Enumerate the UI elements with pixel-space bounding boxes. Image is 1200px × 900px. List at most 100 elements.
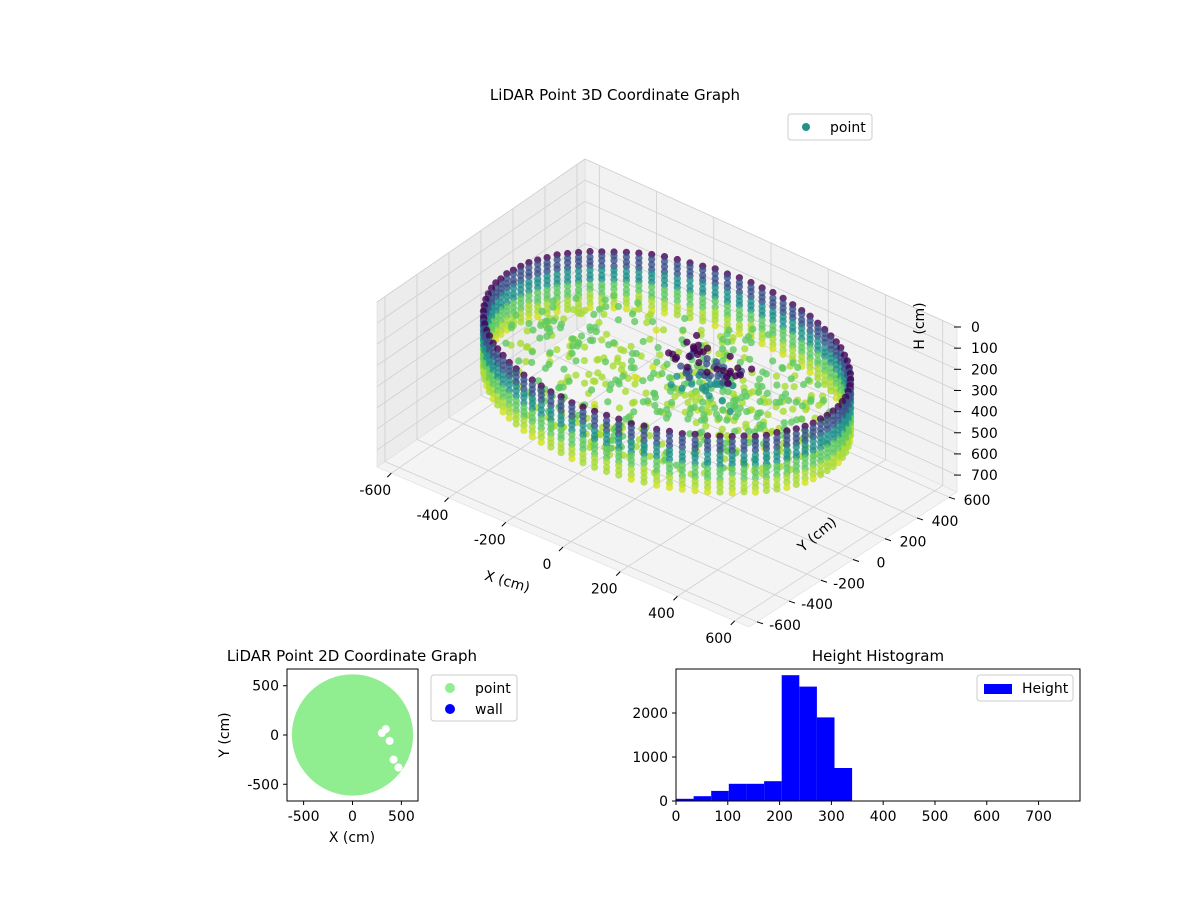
data-point [596, 305, 604, 313]
z-tick-label: 0 [971, 320, 980, 336]
data-point [673, 265, 681, 273]
grid-line [376, 200, 586, 345]
data-point [699, 289, 707, 297]
data-point [827, 387, 835, 395]
data-point [635, 268, 643, 276]
data-point [755, 375, 764, 383]
data-point [728, 447, 736, 455]
data-point [781, 382, 789, 390]
data-point [630, 364, 638, 372]
grid-line [384, 461, 758, 623]
x-tick-label: 500 [922, 809, 949, 825]
data-point [773, 485, 781, 493]
data-point [809, 475, 817, 483]
data-point [497, 293, 505, 301]
data-point [756, 398, 764, 406]
data-point [686, 276, 694, 284]
data-point [589, 377, 597, 385]
grid-line [584, 158, 958, 328]
legend-label-point: point [830, 120, 866, 136]
data-point [653, 481, 661, 489]
data-point [705, 392, 713, 400]
data-point [556, 324, 565, 332]
histogram-bar [799, 686, 817, 801]
data-point [665, 432, 674, 440]
data-point [591, 417, 599, 425]
data-point [719, 345, 727, 353]
data-point [713, 365, 721, 373]
data-point [525, 272, 533, 280]
data-point [773, 457, 781, 465]
data-point [806, 344, 814, 352]
data-point [716, 432, 724, 440]
data-point [696, 378, 704, 386]
data-point [515, 357, 523, 365]
z-tick-label: 100 [971, 341, 998, 357]
data-point [549, 297, 557, 305]
data-point [534, 270, 542, 278]
data-point [603, 440, 611, 448]
data-point [485, 332, 494, 340]
data-point [512, 373, 520, 381]
data-point [772, 372, 781, 380]
data-point [684, 399, 692, 407]
data-point [622, 280, 631, 289]
data-point [508, 321, 516, 329]
pane-group [376, 158, 958, 628]
data-point [783, 427, 791, 435]
data-point [537, 419, 545, 427]
data-point [685, 352, 693, 360]
data-point [769, 316, 777, 324]
data-point [783, 436, 791, 444]
data-point [699, 317, 707, 325]
data-point [565, 377, 573, 385]
data-point [600, 310, 608, 318]
data-point [586, 247, 594, 256]
data-point [505, 395, 513, 403]
data-point [664, 410, 672, 418]
data-point [686, 295, 694, 303]
data-point [783, 441, 791, 449]
data-point [620, 347, 628, 355]
data-point [693, 331, 701, 340]
z-tick-label: 200 [971, 362, 998, 378]
axes-histogram: 0 100 200 300 400 500 600 700 0 1000 2000 [632, 706, 1052, 825]
data-point [575, 281, 583, 289]
data-point [779, 364, 787, 372]
data-point [745, 427, 753, 435]
gap-patch [385, 736, 394, 745]
data-point [601, 358, 610, 366]
data-point [644, 313, 652, 321]
tick-mark [386, 472, 392, 478]
data-point [749, 325, 757, 333]
data-point [560, 315, 568, 323]
data-point [613, 357, 621, 365]
data-point [588, 386, 596, 394]
data-point [827, 359, 835, 367]
data-point [732, 396, 740, 404]
y-tick-label: 0 [270, 728, 279, 744]
data-point [537, 438, 545, 446]
x-axis-label-2d: X (cm) [329, 830, 375, 846]
data-point [742, 336, 750, 344]
tick-mark [820, 579, 828, 583]
data-point [735, 301, 744, 309]
data-point [747, 339, 755, 347]
tick-mark [444, 497, 449, 503]
data-point [572, 294, 580, 302]
data-point [603, 421, 611, 429]
data-point [759, 368, 767, 376]
data-point [678, 384, 686, 392]
data-point [660, 276, 669, 284]
data-point [537, 396, 545, 404]
data-point [719, 406, 727, 414]
data-point [579, 459, 587, 467]
data-point [627, 357, 636, 365]
data-point [560, 365, 568, 373]
data-point [494, 387, 502, 395]
data-point [691, 487, 699, 495]
data-point [499, 398, 507, 406]
grid-line [376, 179, 586, 324]
data-point [762, 468, 771, 476]
